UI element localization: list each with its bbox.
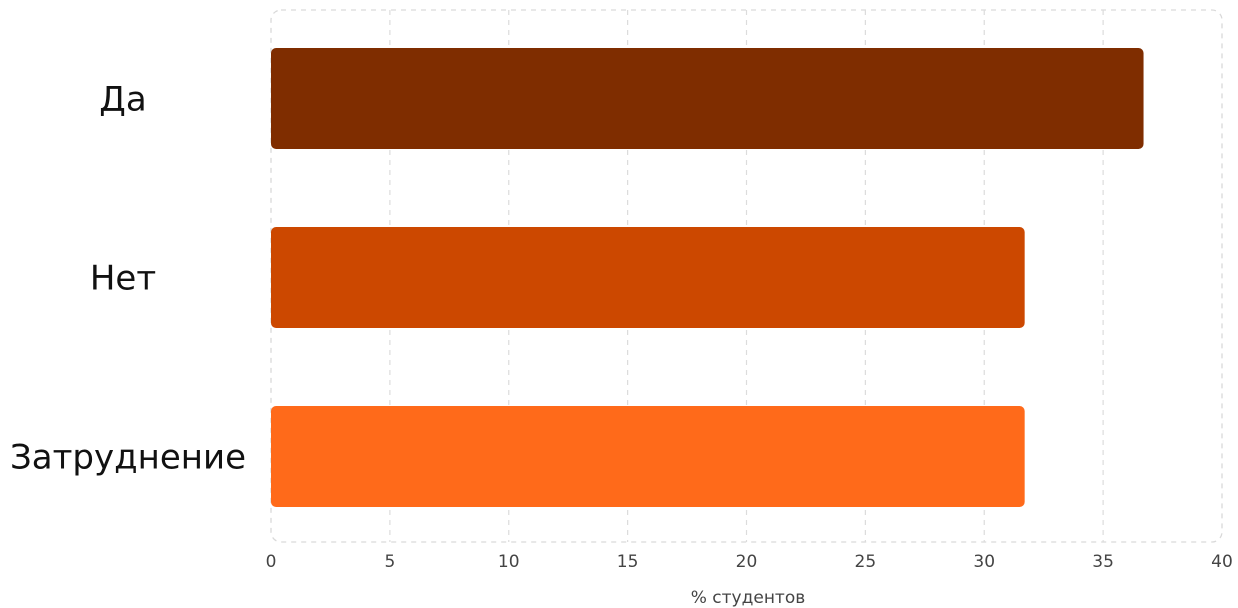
x-tick-label: 15 — [617, 552, 639, 572]
category-labels: Да Нет Затруднение — [10, 80, 246, 478]
x-axis-title: % студентов — [691, 588, 806, 608]
bars — [271, 48, 1144, 507]
x-tick-label: 35 — [1092, 552, 1114, 572]
plot-border — [270, 9, 1223, 543]
x-tick-label: 0 — [266, 552, 277, 572]
x-axis-ticks: 0 5 10 15 20 25 30 35 40 — [266, 552, 1233, 572]
x-tick-label: 30 — [973, 552, 995, 572]
x-tick-label: 40 — [1211, 552, 1233, 572]
x-tick-label: 5 — [384, 552, 395, 572]
bar — [271, 406, 1025, 507]
x-tick-label: 10 — [498, 552, 520, 572]
bar — [271, 48, 1144, 149]
category-label: Затруднение — [10, 438, 246, 478]
x-tick-label: 25 — [855, 552, 877, 572]
category-label: Нет — [90, 259, 156, 299]
x-tick-label: 20 — [736, 552, 758, 572]
category-label: Да — [99, 80, 146, 120]
bar — [271, 227, 1025, 328]
